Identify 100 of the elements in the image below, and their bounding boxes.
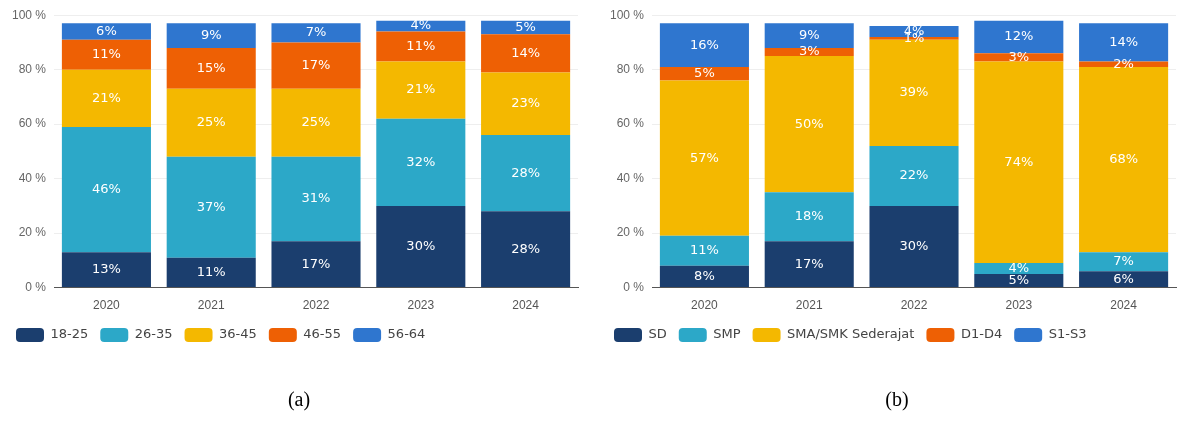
y-tick-label: 80 % [616, 61, 645, 76]
data-label: 5% [694, 65, 715, 81]
data-label: 28% [511, 240, 541, 256]
bar [166, 88, 256, 157]
data-label: 21% [91, 89, 121, 105]
data-label: 17% [301, 255, 331, 271]
data-label: 11% [196, 263, 226, 279]
x-tick-label: 2023 [1005, 298, 1033, 313]
data-label: 18% [794, 208, 824, 224]
bar [869, 205, 959, 288]
data-label: 6% [96, 22, 117, 38]
legend-label: 18-25 [50, 326, 89, 342]
data-label: 21% [406, 81, 436, 97]
bar [271, 88, 361, 157]
data-label: 25% [196, 114, 226, 130]
data-label: 37% [196, 198, 226, 214]
bar [869, 145, 959, 206]
bar [376, 61, 466, 119]
legend-label: S1-S3 [1048, 326, 1087, 342]
x-tick-label: 2021 [197, 298, 225, 313]
x-tick-label: 2020 [93, 298, 121, 313]
x-tick-label: 2020 [691, 298, 719, 313]
x-tick-label: 2022 [900, 298, 928, 313]
y-tick-label: 0 % [623, 279, 645, 294]
bar [61, 39, 151, 70]
legend-label: SMA/SMK Sederajat [787, 326, 915, 342]
data-label: 16% [689, 36, 719, 52]
data-label: 11% [689, 242, 719, 258]
data-label: 17% [301, 56, 331, 72]
data-label: 7% [1113, 253, 1134, 269]
legend-label: SMP [713, 326, 741, 342]
data-label: 11% [91, 46, 121, 62]
data-label: 30% [406, 237, 436, 253]
bar [166, 47, 256, 89]
bar [271, 156, 361, 242]
data-label: 30% [899, 237, 929, 253]
bar [166, 257, 256, 288]
data-label: 4% [410, 17, 432, 33]
bar [764, 241, 854, 288]
bar [974, 20, 1064, 54]
data-label: 3% [1008, 48, 1030, 64]
legend-label: D1-D4 [960, 326, 1003, 342]
bar [61, 252, 151, 288]
legend-label: 26-35 [134, 326, 173, 342]
bar [271, 42, 361, 89]
bar [764, 23, 854, 48]
data-label: 14% [511, 44, 541, 60]
bar [61, 23, 151, 40]
data-label: 31% [301, 190, 331, 206]
bar [61, 69, 151, 127]
bar [481, 211, 571, 288]
bar [166, 23, 256, 48]
bar [166, 156, 256, 258]
text: (b) [884, 388, 910, 411]
data-label: 6% [1113, 270, 1134, 286]
legend-label: 36-45 [219, 326, 257, 342]
bar [659, 80, 749, 236]
data-label: 9% [200, 27, 222, 43]
bar [974, 53, 1064, 62]
data-label: 50% [794, 115, 824, 131]
bar [1079, 66, 1169, 253]
bar [1079, 271, 1169, 288]
data-label: 15% [196, 59, 226, 75]
data-label: 57% [689, 149, 719, 165]
legend-label: 46-55 [303, 326, 342, 342]
data-label: 25% [301, 114, 331, 130]
bar [659, 235, 749, 266]
data-label: 68% [1109, 150, 1139, 166]
y-tick-label: 20 % [616, 225, 645, 240]
bar [481, 72, 571, 136]
bar [376, 31, 466, 62]
bar [376, 20, 466, 32]
y-tick-label: 100 % [609, 7, 645, 22]
bar [376, 118, 466, 206]
y-tick-label: 100 % [11, 7, 47, 22]
data-label: 32% [406, 153, 436, 169]
bar [974, 263, 1064, 274]
data-label: 13% [91, 261, 121, 277]
data-label: 7% [305, 24, 327, 40]
data-label: 22% [899, 167, 929, 183]
bar [974, 273, 1064, 288]
legend-label: 56-64 [387, 326, 426, 342]
x-tick-label: 2023 [407, 298, 435, 313]
bar [1079, 252, 1169, 272]
y-tick-label: 40 % [18, 170, 47, 185]
data-label: 3% [798, 43, 820, 59]
bar [764, 192, 854, 242]
x-tick-label: 2024 [1110, 298, 1138, 313]
bar [376, 205, 466, 288]
bar [974, 61, 1064, 264]
bar [659, 265, 749, 288]
bar [481, 34, 571, 73]
y-tick-label: 60 % [616, 116, 645, 131]
x-tick-label: 2022 [302, 298, 330, 313]
y-tick-label: 20 % [18, 225, 47, 240]
data-label: 14% [1109, 33, 1139, 49]
bar [271, 241, 361, 288]
data-label: 8% [694, 267, 715, 283]
data-label: 28% [511, 164, 541, 180]
data-label: 39% [899, 84, 929, 100]
